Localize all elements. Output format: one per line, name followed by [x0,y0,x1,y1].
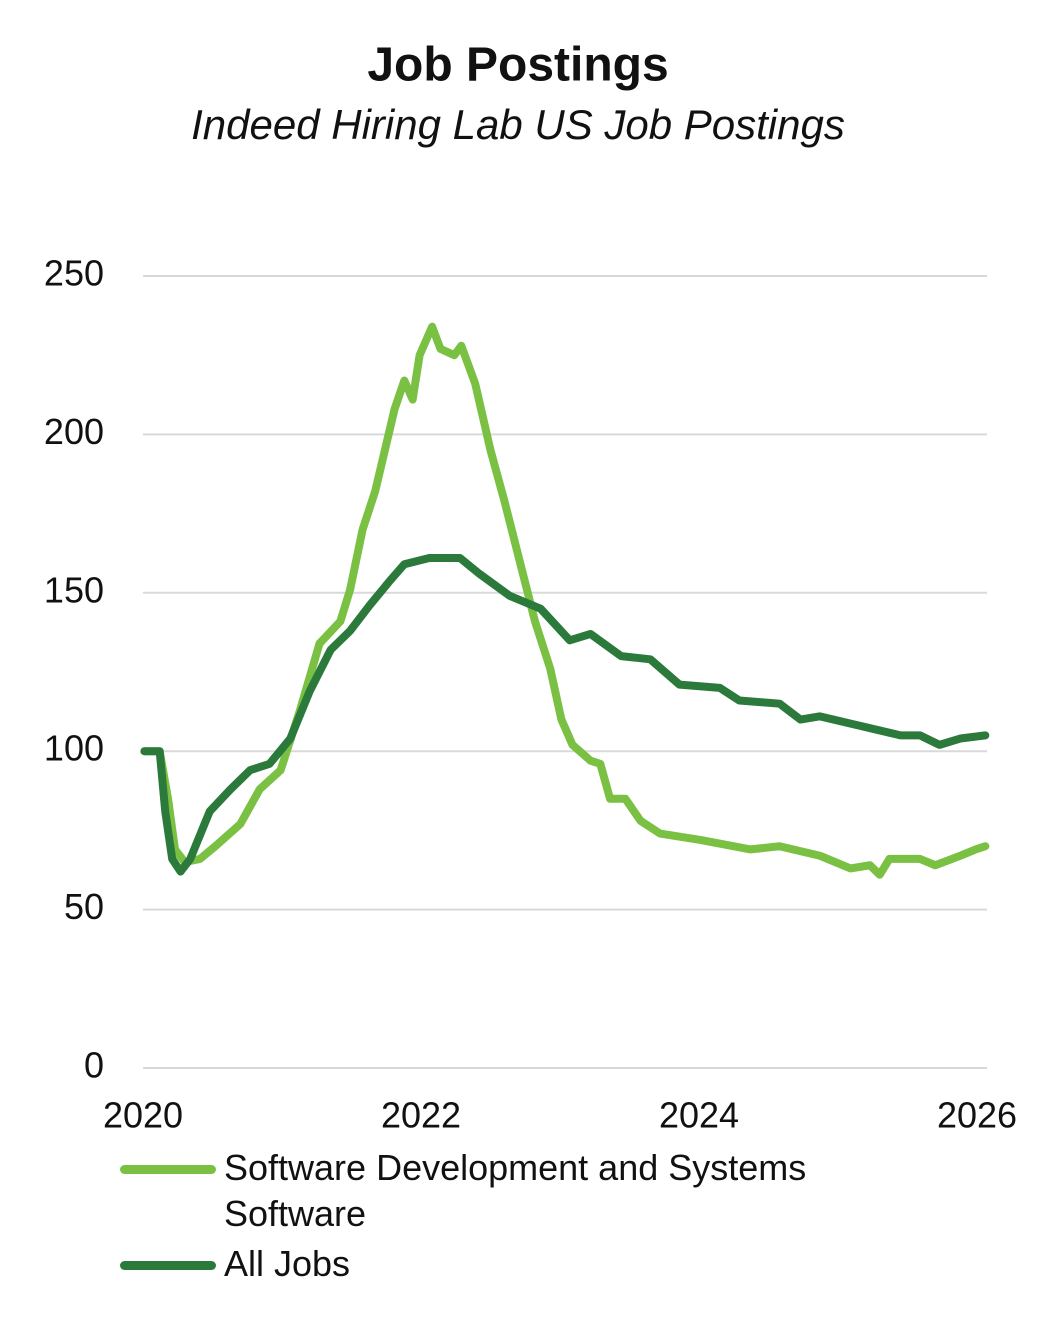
legend: Software Development and Systems Softwar… [120,1145,980,1291]
y-tick-label: 100 [44,728,104,769]
y-tick-label: 200 [44,411,104,452]
chart-title: Job Postings [367,39,668,92]
y-tick-label: 150 [44,569,104,610]
y-tick-label: 50 [64,886,104,927]
legend-swatch [120,1261,216,1270]
x-tick-label: 2024 [659,1095,739,1136]
y-tick-label: 250 [44,253,104,294]
legend-item: All Jobs [120,1241,980,1287]
y-tick-label: 0 [84,1045,104,1086]
x-tick-label: 2026 [937,1095,1017,1136]
legend-label: All Jobs [224,1243,351,1284]
legend-swatch [120,1165,216,1174]
x-tick-label: 2022 [381,1095,461,1136]
legend-item: Software Development and Systems Softwar… [120,1145,980,1237]
legend-label: Software Development and Systems Softwar… [224,1147,807,1234]
x-tick-label: 2020 [103,1095,183,1136]
chart: Job Postings Indeed Hiring Lab US Job Po… [44,39,1017,1136]
series-line [140,553,990,876]
series-line [140,322,990,879]
chart-subtitle: Indeed Hiring Lab US Job Postings [191,101,845,148]
